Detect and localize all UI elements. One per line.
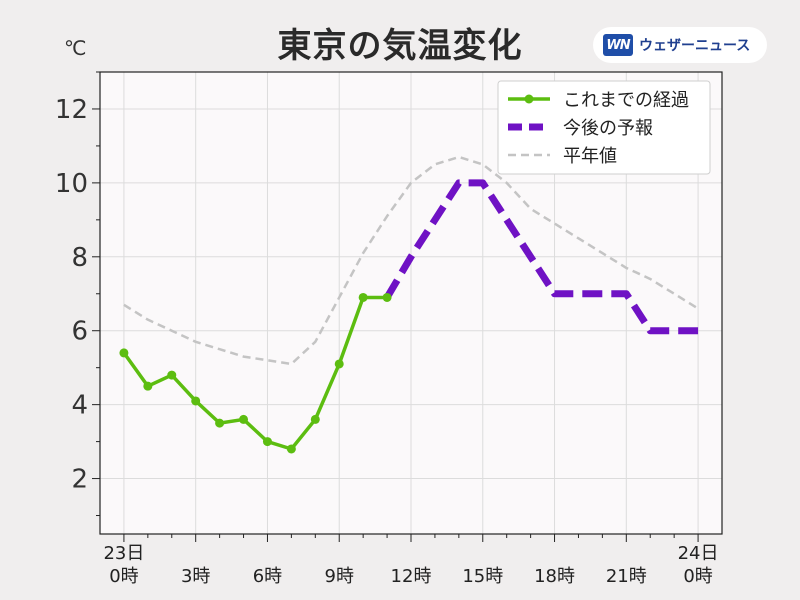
y-axis: 2 4 6 8 10 12 [55,71,100,517]
x-tick-label-hour: 15時 [462,566,503,587]
data-point [239,414,249,424]
x-tick-label-hour: 3時 [181,566,210,587]
legend-box [497,80,711,175]
series-line-thin-dashed [123,155,699,366]
legend-label: 今後の予報 [563,118,653,139]
x-tick-label-hour: 0時 [109,566,138,587]
y-tick-label: 8 [71,243,88,273]
x-tick-label-hour: 6時 [253,566,282,587]
data-point [382,292,392,302]
series-markers [119,292,392,454]
y-tick-label: 2 [71,465,88,495]
legend-marker [524,94,534,104]
data-point [334,359,344,369]
y-axis-unit: ℃ [64,36,87,60]
y-tick-label: 10 [55,169,88,199]
x-tick-label-hour: 12時 [391,566,432,587]
data-point [262,437,272,447]
series-line-thick-dashed [384,179,699,335]
weathernews-logo-icon: WN [603,34,633,56]
x-tick-label-hour: 9時 [325,566,354,587]
y-tick-label: 4 [71,391,88,421]
x-tick-label-hour: 0時 [683,566,712,587]
data-point [310,414,320,424]
data-point [358,292,368,302]
y-tick-label: 12 [55,95,88,125]
x-tick-label-date: 23日 [103,543,144,564]
y-tick-label: 6 [71,317,88,347]
data-point [119,348,129,358]
chart-title: 東京の気温変化 [277,26,523,66]
x-tick-label-date: 24日 [678,543,719,564]
x-tick-label-hour: 21時 [606,566,647,587]
data-point [215,418,225,428]
data-point [191,396,201,406]
legend-label: 平年値 [563,146,617,167]
data-point [143,381,153,391]
data-point [286,444,296,454]
brand-badge: WN ウェザーニュース [593,27,767,63]
brand-name: ウェザーニュース [639,38,751,54]
legend-label: これまでの経過 [563,90,689,111]
x-tick-label-hour: 18時 [534,566,575,587]
data-point [167,370,177,380]
